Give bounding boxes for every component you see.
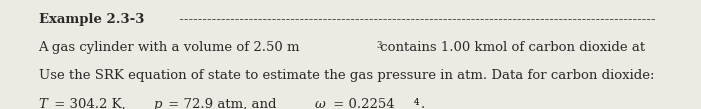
Text: contains 1.00 kmol of carbon dioxide at: contains 1.00 kmol of carbon dioxide at bbox=[376, 41, 649, 54]
Text: Example 2.3-3: Example 2.3-3 bbox=[39, 13, 144, 26]
Text: --------------------------------------------------------------------------------: ----------------------------------------… bbox=[175, 13, 655, 26]
Text: p: p bbox=[154, 98, 162, 109]
Text: = 304.2 K,: = 304.2 K, bbox=[50, 98, 130, 109]
Text: = 72.9 atm, and: = 72.9 atm, and bbox=[164, 98, 281, 109]
Text: 4: 4 bbox=[414, 98, 419, 107]
Text: A gas cylinder with a volume of 2.50 m: A gas cylinder with a volume of 2.50 m bbox=[39, 41, 300, 54]
Text: = 0.2254: = 0.2254 bbox=[329, 98, 395, 109]
Text: T: T bbox=[39, 98, 48, 109]
Text: 3: 3 bbox=[376, 41, 381, 50]
Text: ω: ω bbox=[315, 98, 325, 109]
Text: 4: 4 bbox=[414, 98, 419, 107]
Text: .: . bbox=[421, 98, 425, 109]
Text: Use the SRK equation of state to estimate the gas pressure in atm. Data for carb: Use the SRK equation of state to estimat… bbox=[39, 69, 654, 82]
